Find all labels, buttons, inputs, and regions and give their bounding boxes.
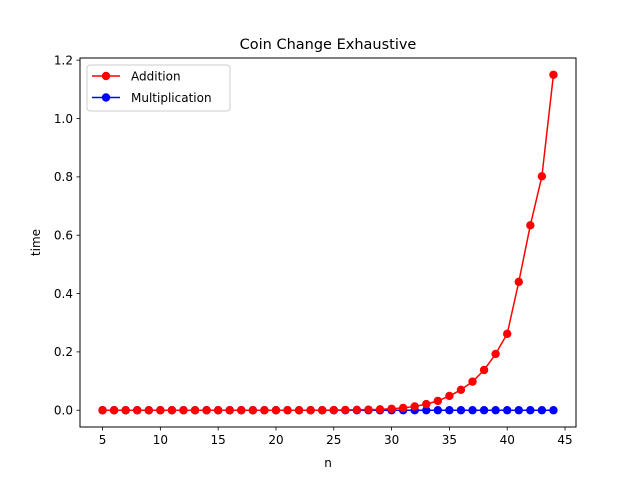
data-point [306,406,315,415]
data-point [445,406,454,415]
data-point [491,406,500,415]
x-tick-label: 5 [99,433,107,447]
x-tick-label: 35 [442,433,457,447]
y-tick-label: 1.0 [54,112,73,126]
data-point [213,406,223,415]
data-point [167,406,177,415]
data-point [479,365,489,375]
data-point [479,406,489,415]
legend: Addition Multiplication [86,64,231,112]
data-point [248,406,258,415]
data-point [387,404,396,413]
data-point [433,406,443,415]
x-tick-label: 30 [384,433,399,447]
data-point [537,406,547,415]
x-axis: 5 10 15 20 25 30 35 40 45 [99,427,573,447]
data-point [526,221,535,230]
data-point [514,406,523,415]
legend-label: Multiplication [131,91,212,105]
x-tick-label: 20 [268,433,283,447]
y-tick-label: 0.0 [54,404,73,418]
data-point [341,405,350,415]
data-point [202,406,211,415]
legend-item: Addition [92,70,181,84]
data-point [144,406,153,415]
data-point [352,405,362,414]
plot-frame [79,57,577,428]
legend-marker [101,71,111,81]
x-tick-label: 45 [557,433,572,447]
data-point [318,406,327,415]
y-tick-label: 0.2 [54,345,73,359]
data-point [109,406,119,415]
data-point [237,406,246,415]
data-point [179,406,188,415]
data-point [398,403,408,413]
data-point [271,406,281,415]
chart-title: Coin Change Exhaustive [240,37,417,53]
y-tick-label: 0.8 [54,170,73,184]
data-point [294,406,304,415]
data-point [422,399,431,409]
data-point [283,406,292,415]
x-tick-label: 15 [211,433,226,447]
data-point [410,402,419,411]
data-point [456,406,466,415]
data-point [121,406,130,415]
y-tick-label: 0.6 [54,229,73,243]
legend-label: Addition [131,70,181,84]
data-point [468,377,477,386]
data-point [526,406,535,415]
data-point [133,406,142,415]
data-point [445,391,454,401]
data-point [549,406,558,415]
data-point [491,349,500,359]
x-axis-label: n [324,456,332,470]
legend-item: Multiplication [92,91,212,105]
y-tick-label: 0.4 [54,287,73,301]
data-point [364,405,373,414]
series-addition [98,70,558,415]
data-point [156,406,165,415]
legend-box [86,64,231,112]
data-point [503,329,512,339]
data-point [260,406,269,415]
x-tick-label: 40 [500,433,515,447]
series-line-addition [102,74,555,411]
y-axis-label: time [29,229,43,256]
legend-marker [101,93,111,102]
data-point [225,406,234,415]
series-layer [98,70,558,415]
y-axis: 0.0 0.2 0.4 0.6 0.8 1.0 1.2 [54,53,80,418]
data-point [468,406,477,415]
data-point [422,406,431,415]
data-point [503,406,512,415]
data-point [375,405,385,414]
data-point [514,277,523,287]
data-point [190,406,200,415]
x-tick-label: 25 [326,433,341,447]
data-point [433,396,443,406]
data-point [549,70,558,79]
data-point [329,405,338,415]
data-point [537,172,547,181]
x-tick-label: 10 [153,433,168,447]
y-tick-label: 1.2 [54,53,73,67]
data-point [456,385,466,395]
data-point [98,406,107,415]
